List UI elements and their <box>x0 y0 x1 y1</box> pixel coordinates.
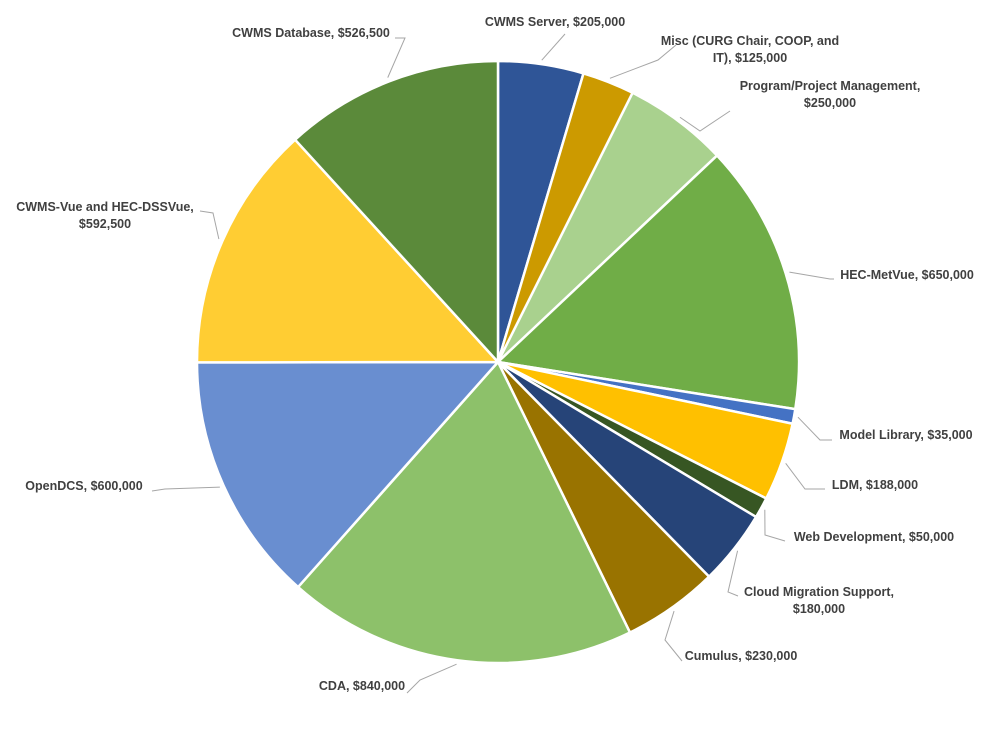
slice-label: CWMS-Vue and HEC-DSSVue, $592,500 <box>16 200 194 231</box>
slice-label: CWMS Database, $526,500 <box>232 26 390 40</box>
slice-label: Program/Project Management, $250,000 <box>740 79 921 110</box>
pie-slice-opendcs <box>195 360 500 589</box>
leader-line <box>541 33 566 61</box>
slice-label: Misc (CURG Chair, COOP, and IT), $125,000 <box>661 34 839 65</box>
slice-label: HEC-MetVue, $650,000 <box>840 268 974 282</box>
pie-slice-hec-metvue <box>496 154 801 411</box>
slice-label: Cloud Migration Support, $180,000 <box>744 585 894 616</box>
slice-label: OpenDCS, $600,000 <box>25 479 142 493</box>
labels-layer: CWMS Server, $205,000 Misc (CURG Chair, C… <box>16 15 974 693</box>
leader-line <box>406 663 457 694</box>
slice-label: CWMS Server, $205,000 <box>485 15 625 29</box>
slice-label: Cumulus, $230,000 <box>685 649 798 663</box>
leader-line <box>785 463 825 490</box>
slice-label: CDA, $840,000 <box>319 679 405 693</box>
pie-slice-cwms-database <box>293 59 500 364</box>
leader-line <box>789 271 834 280</box>
leader-line <box>387 37 406 78</box>
slice-label: LDM, $188,000 <box>832 478 918 492</box>
leader-line <box>727 550 739 597</box>
leader-line <box>664 610 683 662</box>
pie-slice-cda <box>296 360 632 665</box>
leader-line <box>764 509 786 542</box>
pie-slice-cwms-vue-and-hec-dssvue <box>195 138 500 364</box>
leader-lines-layer <box>151 33 834 694</box>
leader-line <box>199 210 220 240</box>
leader-line <box>151 486 220 492</box>
slice-label: Model Library, $35,000 <box>839 428 972 442</box>
leader-line <box>679 110 731 132</box>
leader-line <box>609 44 677 79</box>
leader-line <box>797 416 832 441</box>
slice-label: Web Development, $50,000 <box>794 530 954 544</box>
slices-layer <box>195 59 801 665</box>
